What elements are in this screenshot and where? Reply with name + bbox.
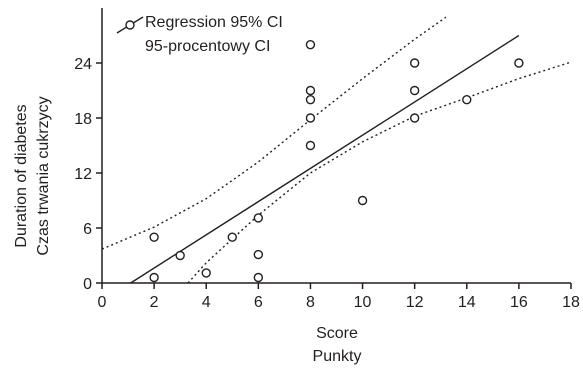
data-point xyxy=(357,195,368,206)
x-tick-label: 2 xyxy=(150,294,159,311)
ci-lower-line xyxy=(187,61,572,284)
y-axis-title-en: Duration of diabetes xyxy=(13,104,30,247)
data-point xyxy=(253,272,264,283)
data-point xyxy=(149,272,159,283)
x-axis-title: Score Punkty xyxy=(313,325,362,365)
data-point xyxy=(305,85,316,96)
y-tick-label: 12 xyxy=(74,166,92,183)
data-point xyxy=(175,250,185,261)
regression-line xyxy=(130,34,520,284)
x-axis-title-pl: Punkty xyxy=(313,348,362,365)
data-point xyxy=(253,213,264,223)
x-tick-label: 6 xyxy=(254,294,263,311)
x-tick-label: 16 xyxy=(510,294,528,311)
y-tick-label: 0 xyxy=(83,276,92,293)
x-axis-ticks: 0 2 4 6 8 10 12 14 16 18 xyxy=(98,283,580,311)
x-tick-label: 12 xyxy=(406,294,424,311)
data-point xyxy=(305,39,316,50)
x-axis-title-en: Score xyxy=(316,325,358,342)
y-axis-title: Duration of diabetes Czas trwania cukrzy… xyxy=(13,96,52,255)
y-tick-label: 24 xyxy=(74,56,92,73)
data-point xyxy=(201,268,211,278)
y-tick-label: 18 xyxy=(74,111,92,128)
data-point xyxy=(514,58,524,68)
data-point xyxy=(462,94,472,105)
data-point xyxy=(305,140,316,151)
data-point xyxy=(227,232,237,242)
ci-upper-line xyxy=(101,16,447,250)
y-tick-label: 6 xyxy=(83,221,92,238)
data-point xyxy=(409,58,420,68)
data-point xyxy=(305,94,316,105)
plot-lines xyxy=(101,16,572,284)
y-axis-title-pl: Czas trwania cukrzycy xyxy=(35,96,52,255)
data-point xyxy=(149,232,159,242)
legend-line-1: Regression 95% CI xyxy=(145,14,283,31)
legend-marker-icon xyxy=(125,20,135,30)
x-tick-label: 14 xyxy=(458,294,476,311)
x-tick-label: 4 xyxy=(202,294,211,311)
data-point xyxy=(409,85,420,96)
data-point xyxy=(253,249,264,260)
legend: Regression 95% CI 95-procentowy CI xyxy=(116,14,283,55)
data-point xyxy=(305,113,316,123)
x-tick-label: 8 xyxy=(306,294,315,311)
x-tick-label: 0 xyxy=(98,294,107,311)
data-points xyxy=(149,39,524,283)
legend-line-2: 95-procentowy CI xyxy=(145,38,270,55)
x-tick-label: 18 xyxy=(562,294,580,311)
y-axis-ticks: 0 6 12 18 24 xyxy=(74,56,102,293)
data-point xyxy=(409,113,420,123)
x-tick-label: 10 xyxy=(354,294,372,311)
